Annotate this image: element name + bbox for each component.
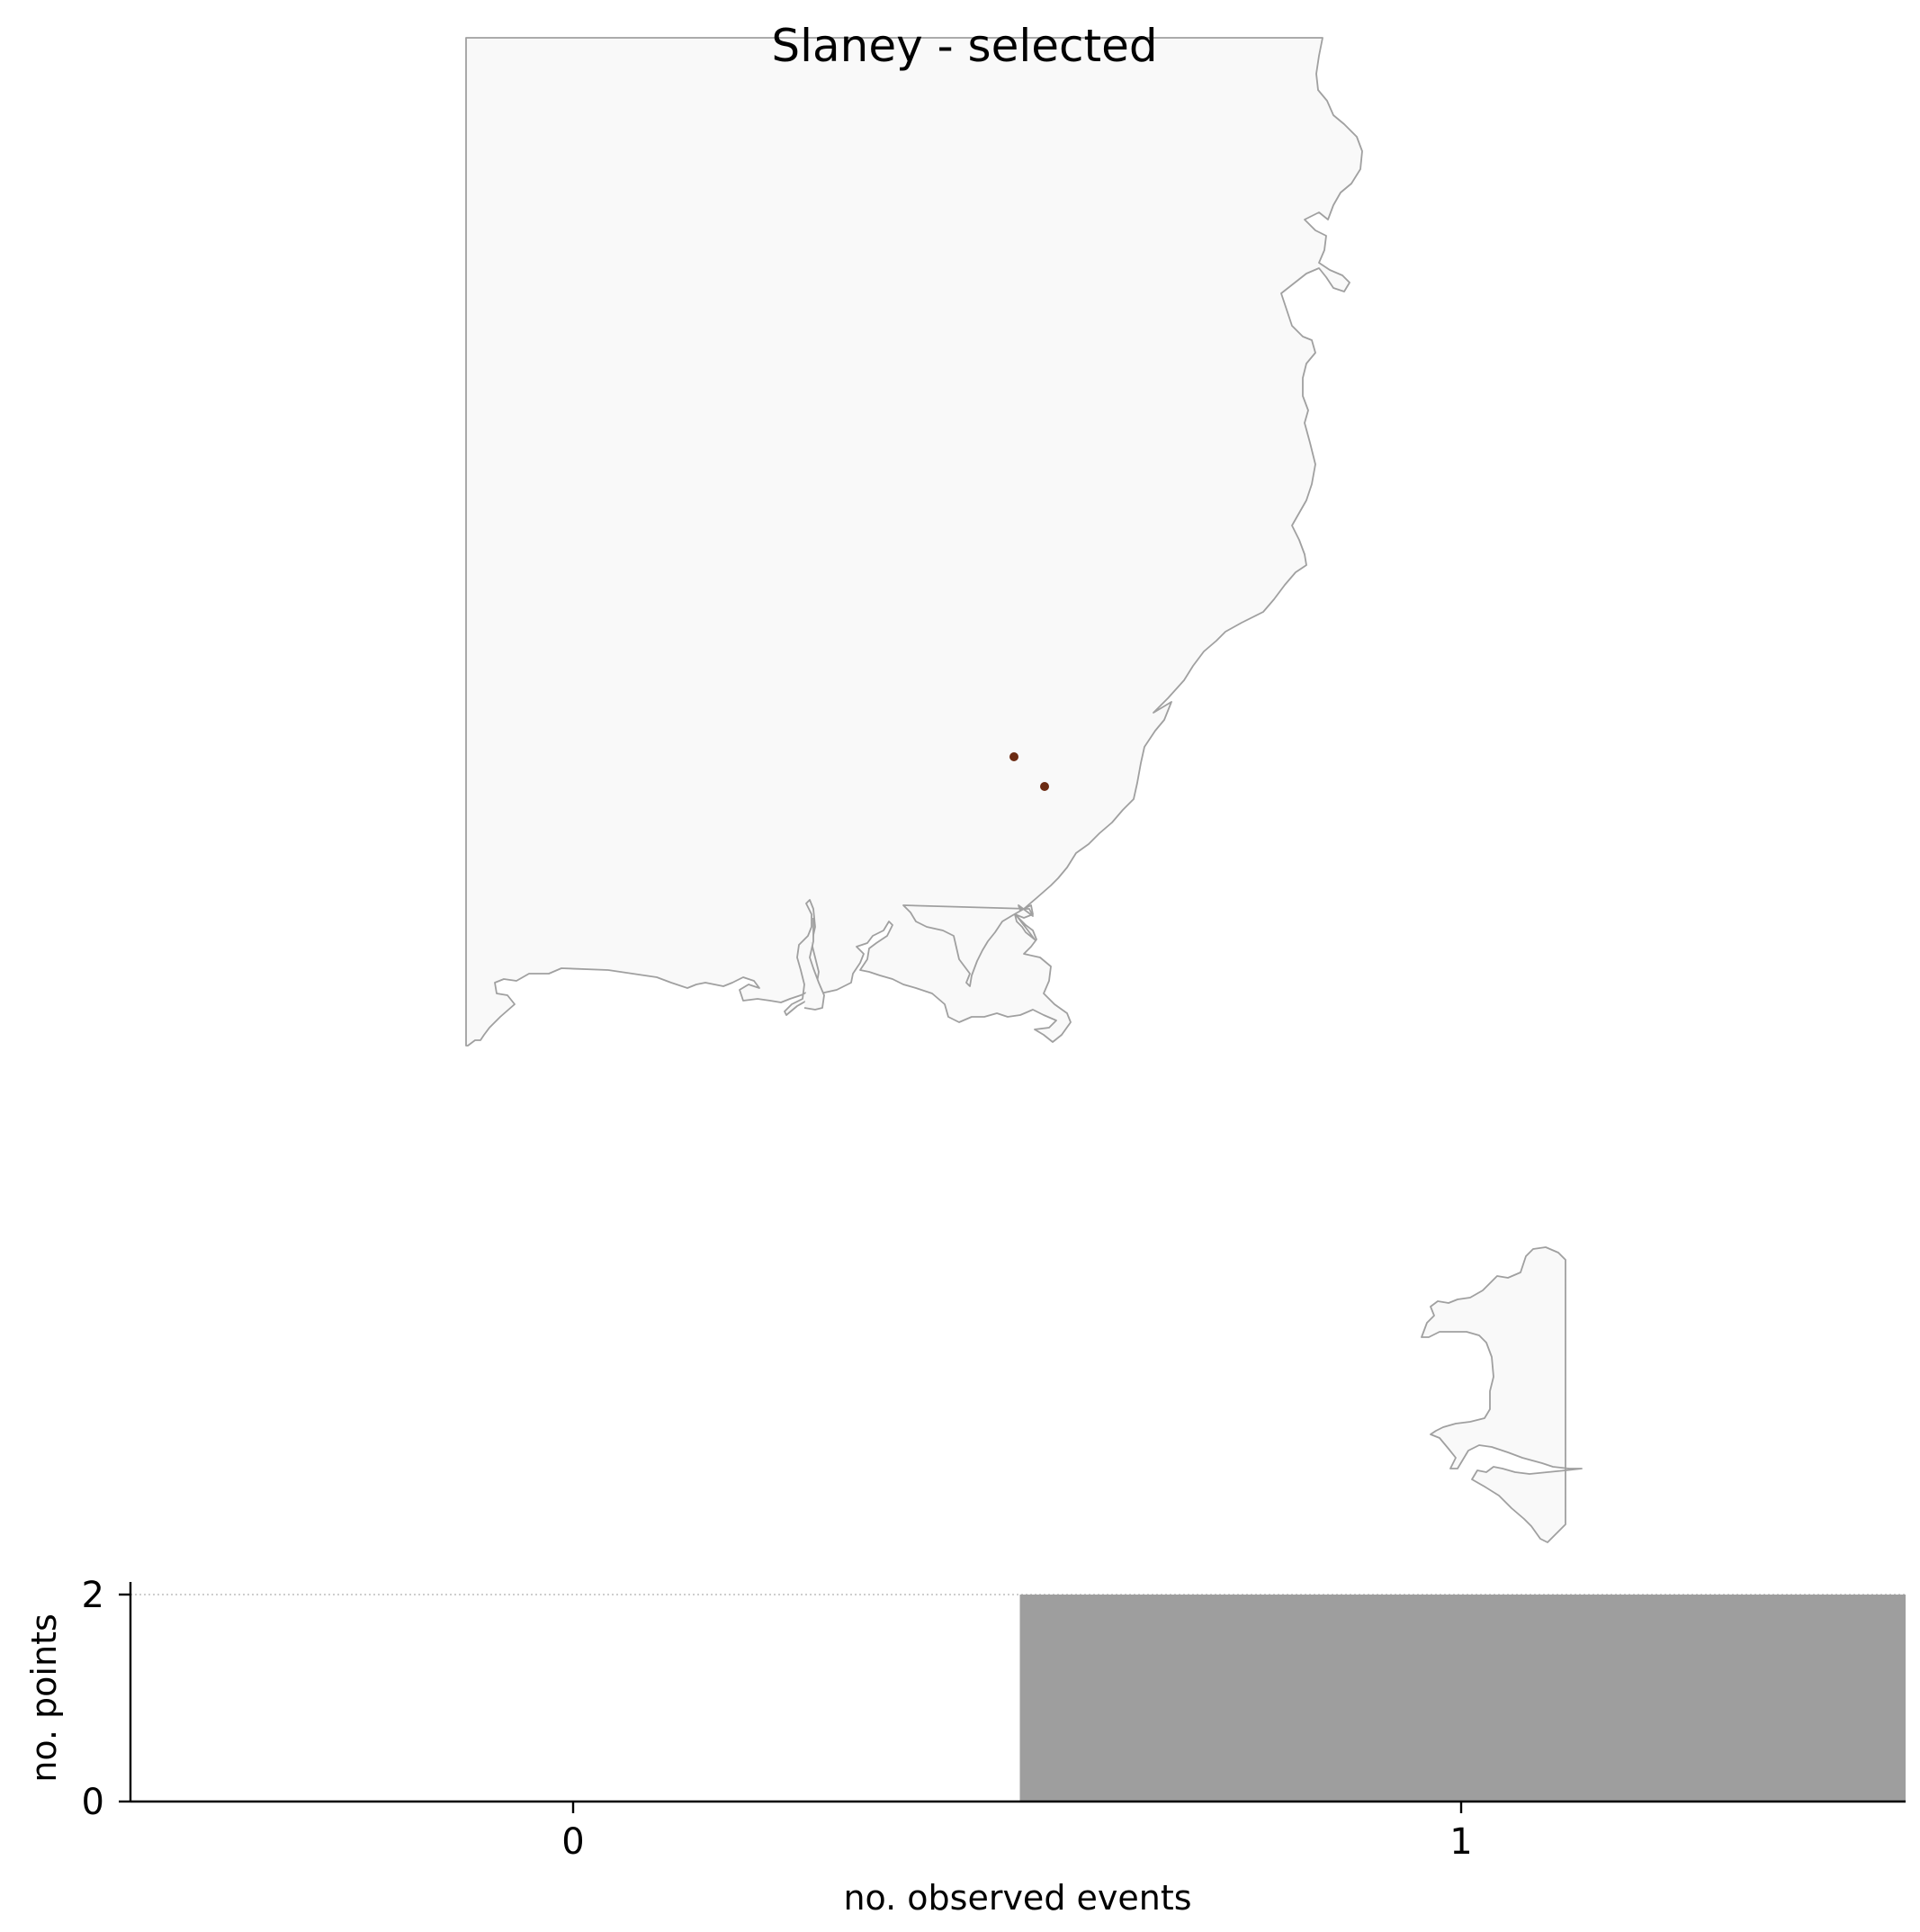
x-tick-label-0: 0 bbox=[561, 1821, 584, 1863]
y-tick-label-2: 2 bbox=[82, 1575, 104, 1616]
observed-point bbox=[1040, 782, 1049, 791]
wales-peninsula bbox=[1421, 1246, 1583, 1543]
bar-1 bbox=[1019, 1595, 1906, 1802]
map-title: Slaney - selected bbox=[771, 20, 1157, 72]
histogram-chart: 0 2 0 1 no. observed events no. points bbox=[24, 1575, 1906, 1918]
observed-point bbox=[1009, 752, 1018, 761]
map-panel: Slaney - selected bbox=[465, 20, 1583, 1543]
y-axis-label: no. points bbox=[24, 1613, 64, 1783]
mainland-landmass bbox=[465, 37, 1363, 1047]
x-tick-label-1: 1 bbox=[1449, 1821, 1472, 1863]
x-axis-label: no. observed events bbox=[843, 1878, 1191, 1918]
coastline-estuary bbox=[803, 918, 825, 1011]
y-tick-label-0: 0 bbox=[82, 1782, 104, 1823]
